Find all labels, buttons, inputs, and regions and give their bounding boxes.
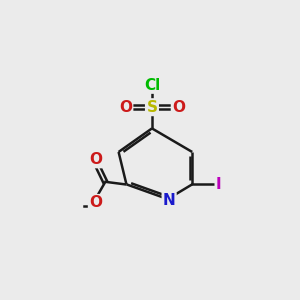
Text: S: S [146, 100, 158, 115]
Text: Cl: Cl [144, 78, 160, 93]
Text: O: O [89, 195, 102, 210]
Text: O: O [119, 100, 132, 115]
Text: N: N [163, 193, 175, 208]
Text: O: O [172, 100, 185, 115]
Text: I: I [216, 177, 221, 192]
Text: O: O [89, 152, 102, 167]
